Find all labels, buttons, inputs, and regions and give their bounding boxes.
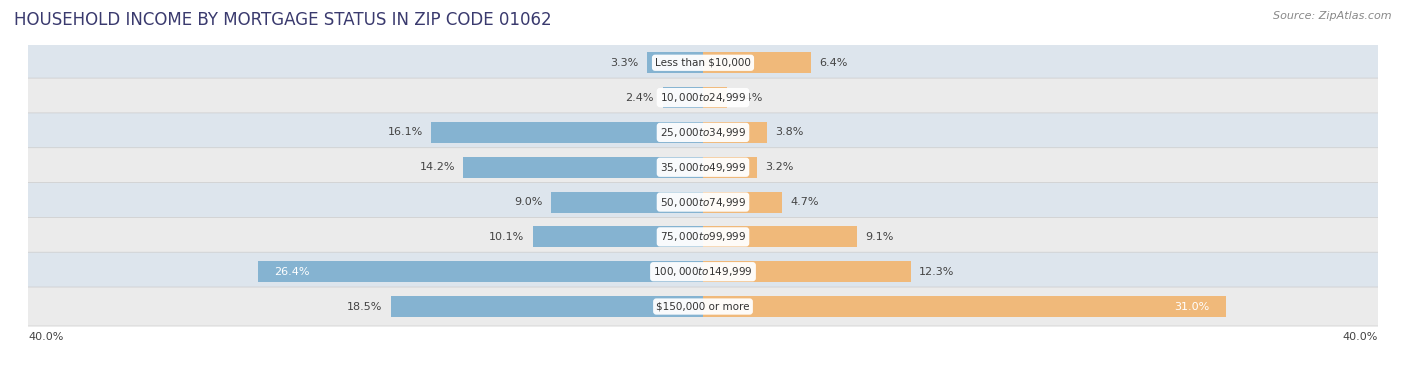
- Text: 9.1%: 9.1%: [865, 232, 893, 242]
- Text: $35,000 to $49,999: $35,000 to $49,999: [659, 161, 747, 174]
- FancyBboxPatch shape: [17, 217, 1389, 256]
- Bar: [703, 192, 782, 212]
- Bar: [703, 87, 727, 108]
- FancyBboxPatch shape: [17, 287, 1389, 326]
- Text: 3.3%: 3.3%: [610, 58, 638, 68]
- Text: $150,000 or more: $150,000 or more: [657, 302, 749, 311]
- FancyBboxPatch shape: [17, 78, 1389, 117]
- Text: 6.4%: 6.4%: [820, 58, 848, 68]
- Bar: [391, 296, 703, 317]
- Bar: [703, 122, 768, 143]
- Bar: [703, 226, 856, 247]
- Text: 9.0%: 9.0%: [515, 197, 543, 207]
- Text: 12.3%: 12.3%: [920, 267, 955, 277]
- FancyBboxPatch shape: [17, 43, 1389, 82]
- Text: $10,000 to $24,999: $10,000 to $24,999: [659, 91, 747, 104]
- Bar: [551, 192, 703, 212]
- FancyBboxPatch shape: [17, 183, 1389, 222]
- Text: 18.5%: 18.5%: [347, 302, 382, 311]
- Text: Source: ZipAtlas.com: Source: ZipAtlas.com: [1274, 11, 1392, 21]
- Bar: [464, 157, 703, 178]
- Text: Less than $10,000: Less than $10,000: [655, 58, 751, 68]
- Bar: [703, 261, 911, 282]
- Text: 31.0%: 31.0%: [1174, 302, 1209, 311]
- Text: 3.2%: 3.2%: [765, 162, 794, 172]
- Text: 2.4%: 2.4%: [626, 93, 654, 102]
- Bar: [703, 157, 756, 178]
- Text: 40.0%: 40.0%: [1343, 332, 1378, 342]
- Text: 14.2%: 14.2%: [419, 162, 456, 172]
- Text: $100,000 to $149,999: $100,000 to $149,999: [654, 265, 752, 278]
- Bar: [703, 52, 811, 73]
- Text: 10.1%: 10.1%: [489, 232, 524, 242]
- FancyBboxPatch shape: [17, 148, 1389, 187]
- Bar: [647, 52, 703, 73]
- Text: 16.1%: 16.1%: [388, 127, 423, 138]
- Text: 40.0%: 40.0%: [28, 332, 63, 342]
- Text: 26.4%: 26.4%: [274, 267, 309, 277]
- Bar: [662, 87, 703, 108]
- Text: 4.7%: 4.7%: [790, 197, 820, 207]
- Bar: [533, 226, 703, 247]
- Bar: [257, 261, 703, 282]
- Text: $50,000 to $74,999: $50,000 to $74,999: [659, 195, 747, 209]
- FancyBboxPatch shape: [17, 252, 1389, 291]
- Text: $75,000 to $99,999: $75,000 to $99,999: [659, 230, 747, 243]
- Text: HOUSEHOLD INCOME BY MORTGAGE STATUS IN ZIP CODE 01062: HOUSEHOLD INCOME BY MORTGAGE STATUS IN Z…: [14, 11, 551, 29]
- FancyBboxPatch shape: [17, 113, 1389, 152]
- Bar: [703, 296, 1226, 317]
- Text: 3.8%: 3.8%: [776, 127, 804, 138]
- Bar: [432, 122, 703, 143]
- Text: $25,000 to $34,999: $25,000 to $34,999: [659, 126, 747, 139]
- Text: 1.4%: 1.4%: [735, 93, 763, 102]
